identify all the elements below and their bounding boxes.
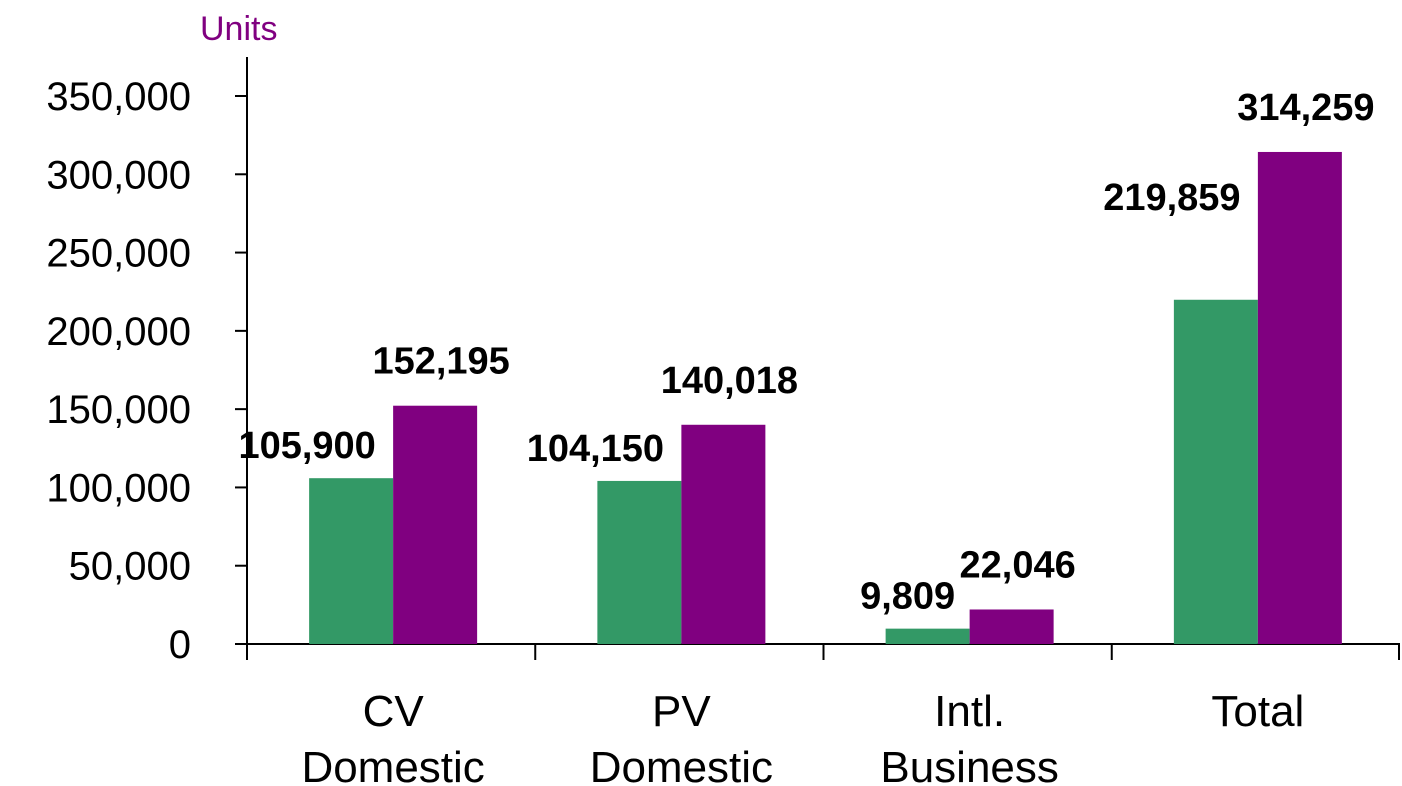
category-label: CV bbox=[363, 687, 425, 736]
bar-series2 bbox=[681, 424, 766, 644]
category-label: Intl. bbox=[934, 687, 1005, 736]
y-tick-label: 0 bbox=[169, 623, 191, 667]
category-label: PV bbox=[652, 687, 711, 736]
bars bbox=[309, 151, 1342, 644]
data-label: 104,150 bbox=[527, 428, 664, 470]
data-label: 152,195 bbox=[372, 341, 509, 383]
bar-series2 bbox=[1257, 151, 1342, 644]
x-axis bbox=[246, 643, 1400, 660]
y-axis-unit-label: Units bbox=[200, 10, 277, 48]
bar-series2 bbox=[393, 405, 478, 644]
y-tick-label: 200,000 bbox=[46, 310, 191, 354]
bar-series1 bbox=[597, 480, 682, 644]
y-tick-label: 50,000 bbox=[69, 545, 191, 589]
data-label: 105,900 bbox=[238, 425, 375, 467]
data-label: 314,259 bbox=[1237, 87, 1374, 129]
bar-series2 bbox=[969, 609, 1054, 644]
category-label: Business bbox=[880, 743, 1059, 786]
y-tick-label: 250,000 bbox=[46, 232, 191, 276]
y-tick-label: 350,000 bbox=[46, 75, 191, 119]
data-label: 22,046 bbox=[960, 544, 1076, 586]
category-label: Total bbox=[1211, 687, 1304, 736]
category-label: Domestic bbox=[590, 743, 773, 786]
category-labels: CV Domestic PV Domestic Intl. Business Total bbox=[301, 687, 1304, 786]
bar-series1 bbox=[1173, 299, 1258, 644]
category-label: Domestic bbox=[301, 743, 484, 786]
bar-series1 bbox=[885, 628, 970, 644]
bar-series1 bbox=[309, 478, 394, 644]
y-tick-label: 150,000 bbox=[46, 388, 191, 432]
data-label: 9,809 bbox=[860, 576, 955, 618]
y-axis: 0 50,000 100,000 150,000 200,000 250,000 300,0… bbox=[46, 57, 248, 667]
data-label: 219,859 bbox=[1103, 177, 1240, 219]
y-tick-label: 100,000 bbox=[46, 466, 191, 510]
y-tick-label: 300,000 bbox=[46, 153, 191, 197]
data-label: 140,018 bbox=[661, 360, 798, 402]
